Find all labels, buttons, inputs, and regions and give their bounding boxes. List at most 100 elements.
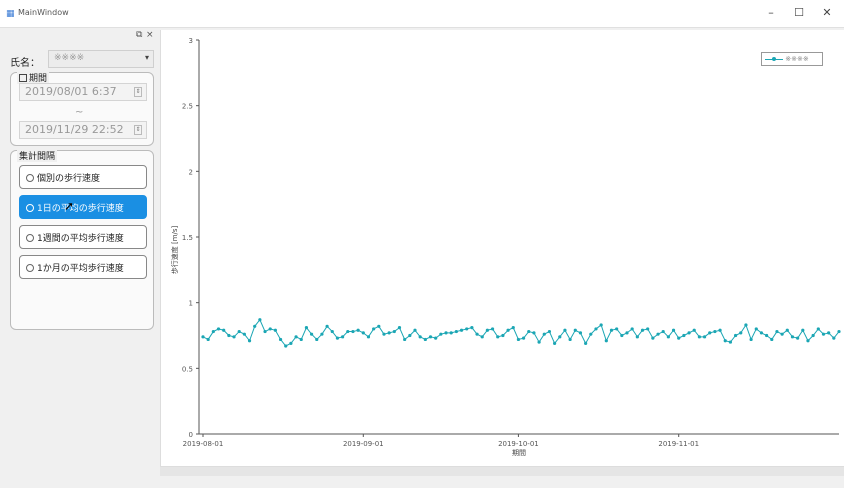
period-end-field[interactable]: 2019/11/29 22:52 ⇕ [19,121,147,139]
data-point [382,332,386,336]
data-point [294,335,298,339]
data-point [677,336,681,340]
data-point [211,329,215,334]
data-point [387,331,391,335]
data-point [837,329,841,334]
data-point [635,335,639,339]
maximize-button[interactable]: ☐ [794,6,804,19]
data-point [620,333,624,338]
data-point [516,337,521,342]
data-point [263,329,267,334]
close-button[interactable]: ✕ [822,6,832,19]
data-point [589,332,593,336]
data-point [299,337,303,342]
data-point [630,327,634,331]
y-tick-label: 0 [189,431,193,439]
data-point [553,341,557,345]
data-point [666,335,670,339]
checkbox-icon[interactable] [19,74,27,82]
spin-icon[interactable]: ⇕ [134,125,142,135]
data-point [527,329,531,334]
data-point [723,339,727,343]
x-axis-label: 期間 [512,449,526,457]
spin-icon[interactable]: ⇕ [134,87,142,97]
data-point [222,328,226,332]
option-daily-average[interactable]: 1日の平均の歩行速度 ➚ [19,195,147,219]
data-point [547,329,552,334]
radio-icon [26,174,34,182]
option-label: 個別の歩行速度 [37,174,101,184]
y-tick-label: 2.5 [182,103,193,111]
data-point [315,337,319,342]
data-point [237,329,241,334]
data-point [253,324,257,328]
radio-icon [26,204,34,212]
y-tick-label: 0.5 [182,365,193,373]
data-point [418,335,422,339]
data-point [728,340,733,344]
y-tick-label: 3 [189,37,193,45]
chart-panel: 0 0.5 1 1.5 2 2.5 3 2019-08-01 2019-09-01 2019-10… [160,30,844,470]
option-monthly-average[interactable]: 1か月の平均歩行速度 [19,255,147,279]
data-point [449,331,453,335]
data-point [459,328,464,332]
data-point [242,332,246,336]
data-point [713,329,717,334]
name-select[interactable]: ※※※※ ▾ [48,50,154,68]
data-point [682,333,686,338]
data-point [537,340,541,344]
radio-icon [26,234,34,242]
x-tick-label: 2019-09-01 [343,440,384,448]
period-start-field[interactable]: 2019/08/01 6:37 ⇕ [19,83,147,101]
period-start-value: 2019/08/01 6:37 [25,85,117,98]
settings-panel: 氏名： ※※※※ ▾ 期間 2019/08/01 6:37 ⇕ ~ 2019/1… [8,44,158,474]
data-point [609,328,614,332]
name-label: 氏名： [10,58,40,69]
data-point [708,331,712,335]
data-point [408,333,412,338]
aggregation-group: 集計間隔 個別の歩行速度 1日の平均の歩行速度 ➚ 1週間の平均歩行速度 1か月… [10,149,154,330]
data-point [702,335,707,339]
data-point [330,329,334,334]
data-point [744,323,748,327]
data-point [542,332,546,336]
data-point [692,328,696,332]
data-point [351,329,355,334]
data-point [765,333,769,338]
period-end-value: 2019/11/29 22:52 [25,123,124,136]
data-point [521,336,526,340]
option-weekly-average[interactable]: 1週間の平均歩行速度 [19,225,147,249]
option-label: 1日の平均の歩行速度 [37,204,124,214]
x-tick-label: 2019-10-01 [498,440,539,448]
close-dock-icon[interactable]: × [146,30,154,40]
option-individual[interactable]: 個別の歩行速度 [19,165,147,189]
data-point [444,331,448,335]
period-checkbox[interactable]: 期間 [17,71,50,84]
data-point [320,332,324,336]
legend-label: ※※※※ [785,55,809,63]
data-point [346,329,350,334]
option-label: 1か月の平均歩行速度 [37,264,124,274]
data-point [439,332,443,336]
data-point [397,326,402,330]
legend-marker-icon [765,56,783,61]
dock-header: ⧉ × [8,30,156,44]
period-separator: ~ [75,107,84,118]
x-tick-label: 2019-11-01 [658,440,699,448]
window-title: MainWindow [18,8,69,17]
radio-icon [26,264,34,272]
data-point [216,327,221,331]
float-dock-icon[interactable]: ⧉ [136,30,143,40]
minimize-button[interactable]: – [768,6,774,19]
data-point [341,335,345,339]
data-point [718,328,722,332]
data-point [206,337,210,342]
data-point [465,327,469,331]
chevron-down-icon: ▾ [144,53,149,62]
data-point [558,335,562,339]
data-point [733,333,738,338]
data-point [749,337,753,342]
data-point [687,331,691,335]
data-point [625,331,629,335]
